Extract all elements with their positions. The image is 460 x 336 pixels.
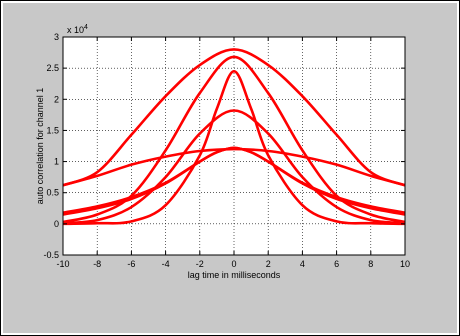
y-exponent-label: x 104	[67, 24, 88, 35]
y-tick-label: 0.5	[46, 188, 59, 198]
series-line-7	[62, 146, 406, 214]
x-tick-label: 2	[266, 259, 271, 269]
x-tick-label: -6	[127, 259, 135, 269]
y-tick-label: 3	[54, 32, 59, 42]
x-tick-label: 0	[231, 259, 236, 269]
x-tick-label: 6	[334, 259, 339, 269]
x-tick-label: -10	[56, 259, 69, 269]
y-exponent-power: 4	[84, 24, 88, 31]
x-tick-label: 8	[368, 259, 373, 269]
y-tick-label: 1.5	[46, 125, 59, 135]
x-tick-label: 10	[400, 259, 410, 269]
x-tick-label: -2	[196, 259, 204, 269]
x-tick-label: -4	[162, 259, 170, 269]
x-tick-label: -8	[93, 259, 101, 269]
y-tick-label: 2.5	[46, 63, 59, 73]
series-line-1	[62, 48, 406, 187]
ticks: -10 -8 -6 -4 -2 0 2 4 6 8 10 -0.5 0 0.5 1 1.5 2 2.5 3	[43, 32, 410, 269]
y-axis-label: auto correlation for channel 1	[35, 88, 45, 205]
x-axis-label: lag time in milliseconds	[188, 270, 281, 280]
y-tick-label: 0	[54, 219, 59, 229]
series-line-3	[62, 69, 406, 226]
y-tick-label: 2	[54, 94, 59, 104]
series-group	[62, 48, 406, 226]
y-tick-label: -0.5	[43, 250, 59, 260]
series-line-4	[62, 109, 406, 225]
x-tick-label: 4	[300, 259, 305, 269]
y-tick-label: 1	[54, 157, 59, 167]
